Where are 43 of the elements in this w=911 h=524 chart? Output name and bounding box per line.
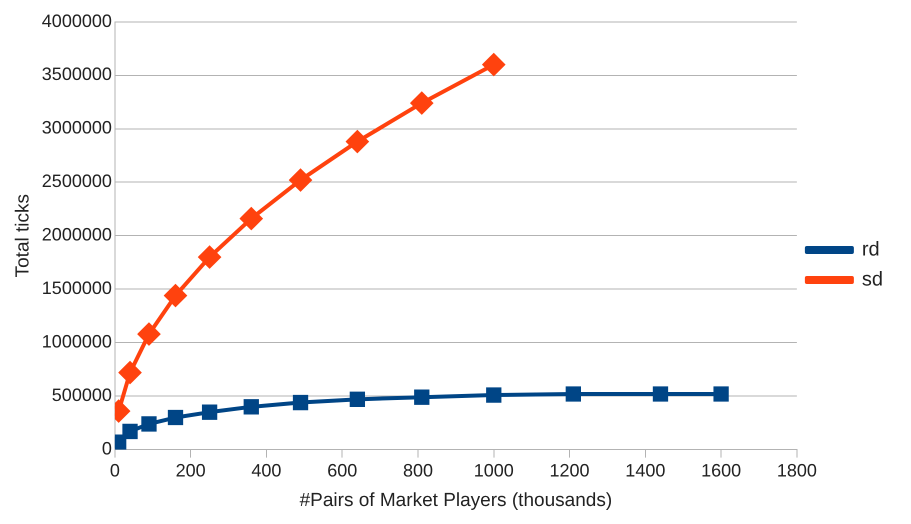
y-tick-label: 2500000: [42, 171, 112, 192]
x-tick-label: 1400: [625, 460, 666, 480]
x-axis-title: #Pairs of Market Players (thousands): [300, 490, 612, 511]
x-tick-label: 200: [176, 460, 206, 480]
legend-label: sd: [862, 268, 883, 291]
x-tick-label: 400: [251, 460, 282, 480]
point: [122, 424, 138, 440]
y-tick-label: 500000: [52, 385, 112, 406]
point: [244, 399, 259, 414]
y-tick-label: 4000000: [42, 10, 112, 31]
point: [652, 386, 668, 402]
point: [713, 386, 729, 402]
point: [164, 284, 186, 307]
x-tick-label: 1600: [701, 460, 742, 480]
x-tick-label: 800: [402, 460, 434, 480]
x-tick-label: 1800: [776, 460, 817, 480]
y-axis-title: Total ticks: [12, 194, 34, 278]
point: [410, 92, 433, 114]
y-tick-label: 3500000: [42, 64, 112, 84]
x-tick-label: 600: [327, 460, 358, 480]
point: [168, 410, 184, 426]
point: [202, 404, 218, 420]
point: [292, 394, 308, 410]
y-tick-label: 0: [102, 438, 112, 459]
point: [566, 386, 581, 402]
y-tick-label: 1500000: [42, 278, 112, 298]
point: [414, 390, 430, 405]
point: [240, 208, 262, 230]
point: [482, 54, 505, 76]
legend-label: rd: [862, 238, 880, 261]
x-tick-label: 1200: [550, 460, 590, 480]
point: [141, 416, 157, 432]
y-tick-label: 3000000: [42, 118, 112, 138]
point: [138, 323, 160, 346]
y-tick-label: 1000000: [42, 332, 112, 352]
x-tick-label: 1000: [474, 460, 514, 480]
point: [290, 169, 312, 192]
point: [119, 362, 142, 384]
y-tick-label: 2000000: [42, 224, 112, 245]
point: [198, 246, 221, 268]
point: [350, 392, 366, 407]
point: [486, 387, 502, 403]
point: [346, 130, 368, 153]
